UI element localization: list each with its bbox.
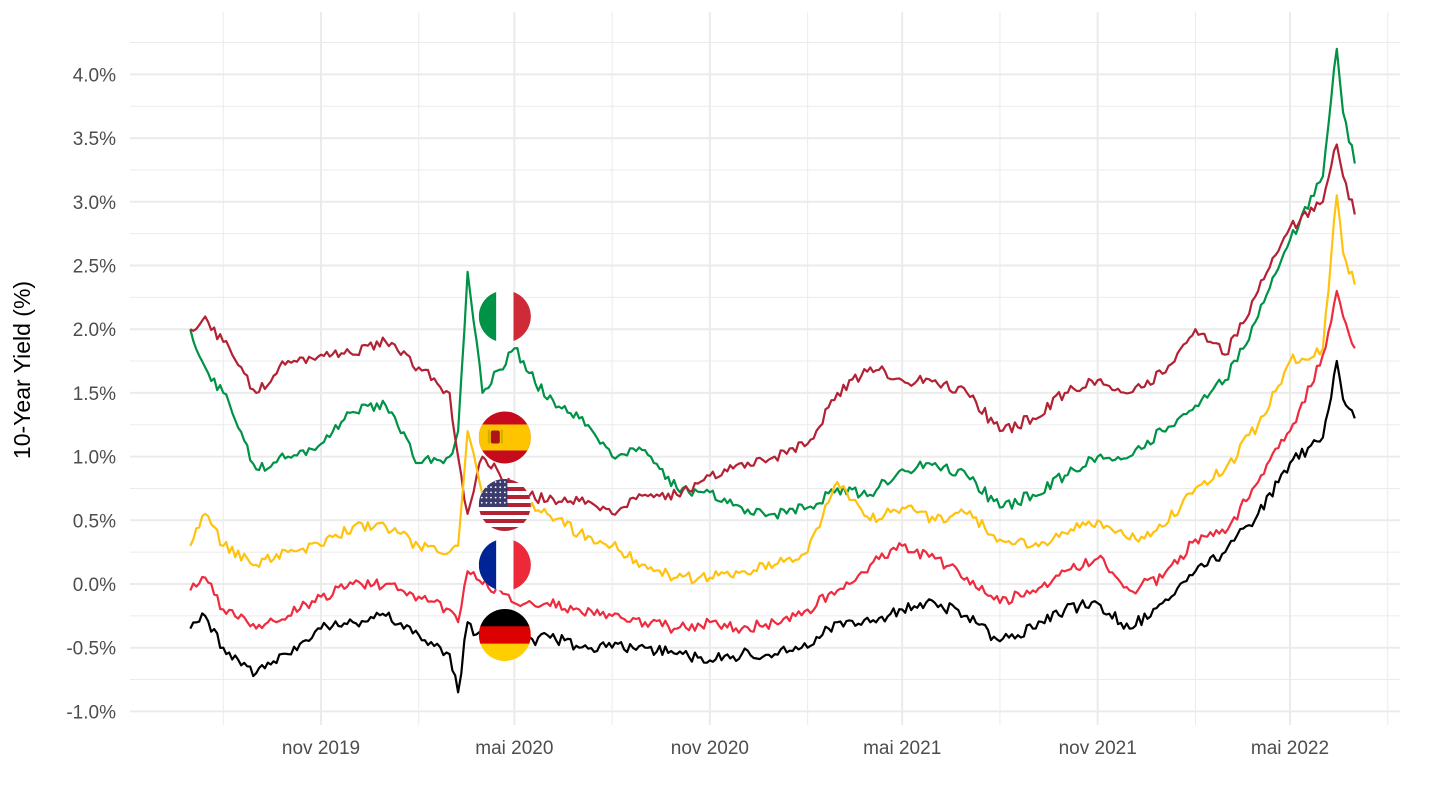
y-tick-label: 1.5% bbox=[73, 384, 116, 405]
series-line-germany bbox=[189, 359, 1356, 694]
x-axis-ticks: nov 2019 mai 2020 nov 2020 mai 2021 nov 2021… bbox=[282, 738, 1329, 759]
series-line-italy bbox=[189, 47, 1356, 520]
us-flag-icon bbox=[478, 479, 531, 532]
y-tick-label: 0.0% bbox=[73, 575, 116, 596]
series-line-france bbox=[189, 289, 1356, 634]
series-lines bbox=[189, 47, 1356, 694]
x-tick-label: nov 2020 bbox=[671, 738, 749, 759]
germany-flag-icon bbox=[478, 608, 531, 661]
france-flag-icon bbox=[478, 538, 531, 591]
y-tick-label: 2.0% bbox=[73, 320, 116, 341]
series-line-spain bbox=[189, 143, 1356, 516]
y-tick-label: 2.5% bbox=[73, 257, 116, 278]
grid bbox=[130, 12, 1400, 725]
y-axis-label: 10-Year Yield (%) bbox=[9, 281, 35, 459]
x-tick-label: mai 2021 bbox=[863, 738, 941, 759]
y-tick-label: 3.5% bbox=[73, 129, 116, 150]
spain-flag-icon bbox=[478, 411, 531, 464]
y-tick-label: -1.0% bbox=[66, 702, 116, 723]
flag-legend bbox=[478, 290, 531, 661]
x-tick-label: mai 2022 bbox=[1251, 738, 1329, 759]
y-tick-label: 0.5% bbox=[73, 511, 116, 532]
italy-flag-icon bbox=[478, 290, 531, 343]
y-tick-label: -0.5% bbox=[66, 639, 116, 660]
y-tick-label: 4.0% bbox=[73, 65, 116, 86]
series-line-united-states bbox=[189, 194, 1356, 585]
y-tick-label: 1.0% bbox=[73, 448, 116, 469]
x-tick-label: mai 2020 bbox=[475, 738, 553, 759]
y-axis-ticks: -1.0% -0.5% 0.0% 0.5% 1.0% 1.5% 2.0% 2.5% 3.0% 3.… bbox=[66, 65, 116, 723]
x-tick-label: nov 2019 bbox=[282, 738, 360, 759]
y-tick-label: 3.0% bbox=[73, 193, 116, 214]
x-tick-label: nov 2021 bbox=[1059, 738, 1137, 759]
